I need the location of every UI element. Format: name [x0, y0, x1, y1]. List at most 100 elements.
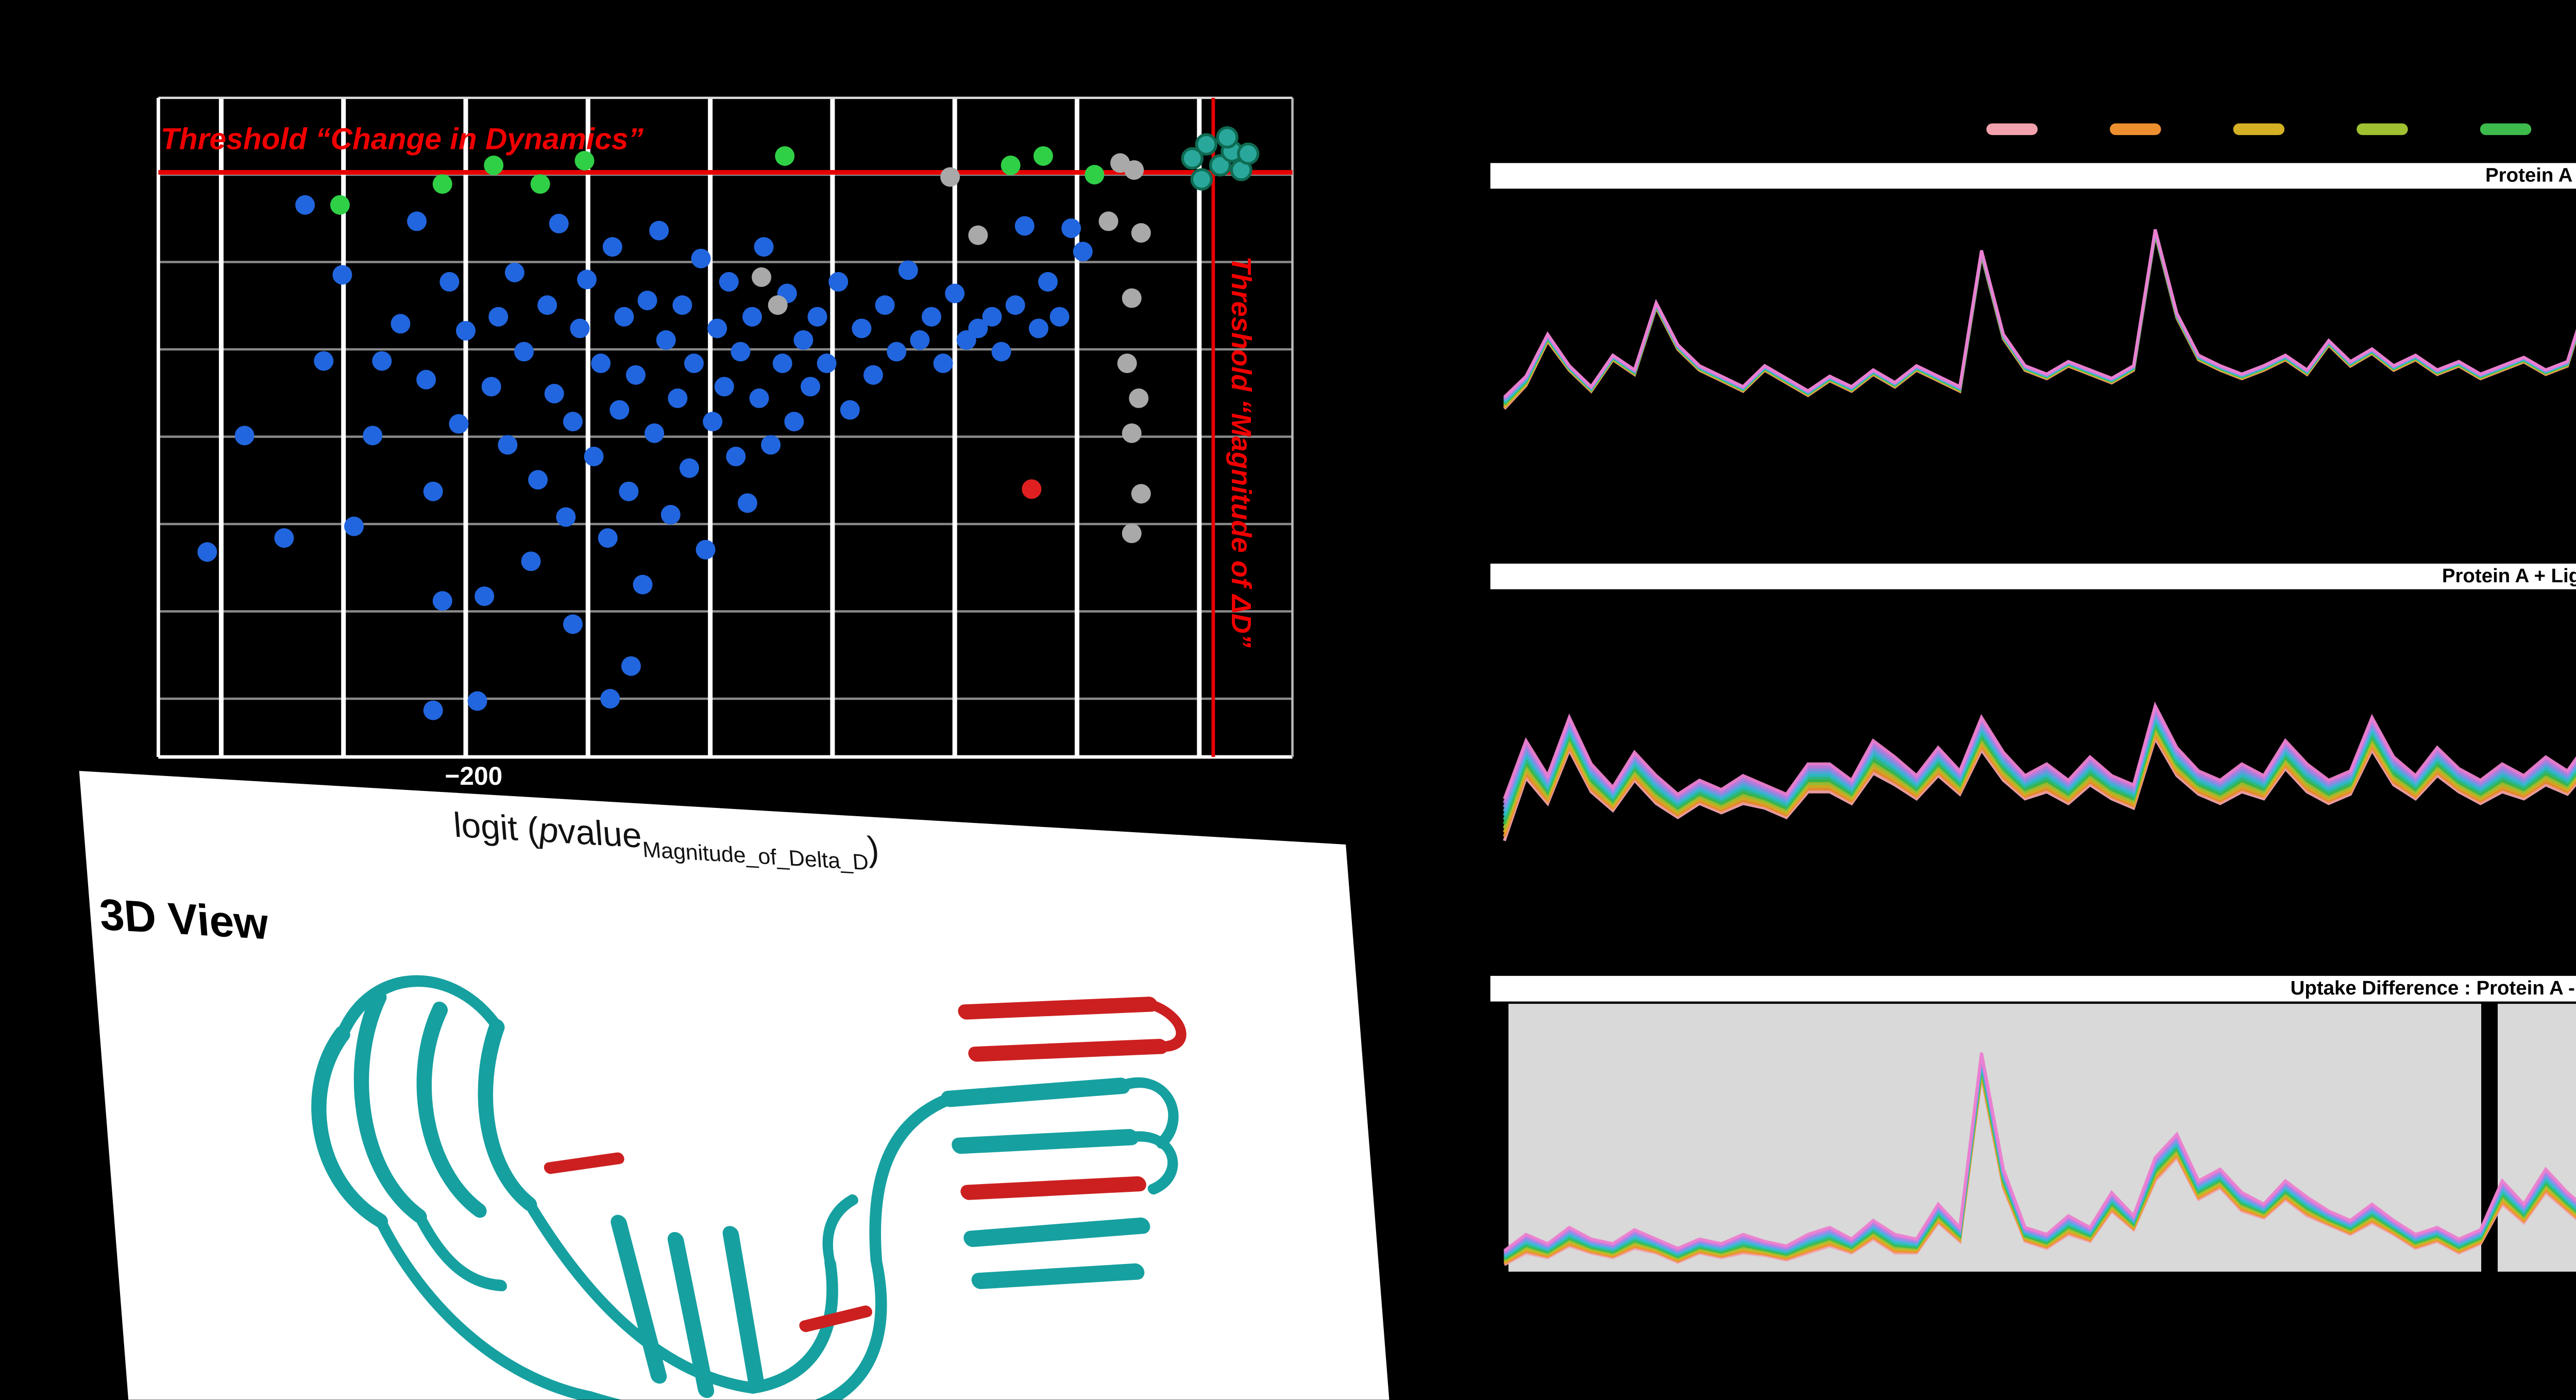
uptake-trace-9[interactable] [1503, 623, 2576, 804]
scatter-point-blue[interactable] [584, 446, 604, 466]
scatter-point-blue[interactable] [875, 295, 895, 315]
scatter-point-blue[interactable] [504, 262, 524, 282]
scatter-point-blue[interactable] [432, 591, 452, 611]
scatter-point-blue[interactable] [609, 400, 630, 420]
scatter-point-red[interactable] [1022, 479, 1042, 499]
scatter-point-blue[interactable] [625, 365, 646, 385]
uptake-trace-0[interactable] [1503, 233, 2576, 440]
scatter-point-blue[interactable] [614, 307, 634, 327]
scatter-point-blue[interactable] [600, 689, 620, 709]
scatter-point-blue[interactable] [793, 330, 814, 350]
scatter-point-green[interactable] [1033, 146, 1053, 166]
scatter-point-blue[interactable] [1038, 272, 1058, 292]
scatter-point-blue[interactable] [672, 295, 692, 315]
uptake-trace-10[interactable] [1503, 617, 2576, 800]
scatter-point-blue[interactable] [800, 377, 820, 397]
scatter-point-blue[interactable] [910, 330, 930, 350]
scatter-point-blue[interactable] [467, 691, 487, 711]
legend-swatch-0[interactable] [1986, 123, 2038, 134]
uptake-chart-protein-a[interactable] [1490, 191, 2576, 447]
scatter-point-blue[interactable] [295, 195, 315, 215]
scatter-point-blue[interactable] [645, 423, 665, 443]
scatter-point-gray[interactable] [1124, 160, 1144, 180]
scatter-point-blue[interactable] [488, 307, 509, 327]
scatter-point-blue[interactable] [197, 542, 217, 562]
scatter-point-green[interactable] [775, 146, 795, 166]
scatter-point-blue[interactable] [481, 377, 501, 397]
scatter-point-gray[interactable] [752, 267, 772, 287]
scatter-point-blue[interactable] [1073, 242, 1093, 262]
scatter-point-blue[interactable] [1005, 295, 1025, 315]
scatter-point-blue[interactable] [1061, 218, 1081, 238]
scatter-point-blue[interactable] [772, 353, 792, 374]
scatter-point-blue[interactable] [982, 307, 1002, 327]
scatter-point-blue[interactable] [719, 272, 739, 292]
scatter-point-blue[interactable] [344, 516, 364, 536]
scatter-point-gray[interactable] [1098, 211, 1118, 231]
scatter-point-blue[interactable] [656, 330, 676, 350]
scatter-point-blue[interactable] [1049, 307, 1070, 327]
uptake-trace-10[interactable] [1503, 1052, 2576, 1252]
scatter-point-blue[interactable] [754, 237, 774, 257]
scatter-point-teal[interactable] [1216, 126, 1239, 149]
scatter-point-blue[interactable] [703, 412, 723, 432]
scatter-point-blue[interactable] [649, 221, 669, 241]
volcano-plot[interactable] [0, 0, 1397, 803]
scatter-point-blue[interactable] [407, 211, 427, 231]
scatter-point-blue[interactable] [591, 353, 611, 374]
scatter-point-blue[interactable] [737, 493, 757, 513]
scatter-point-blue[interactable] [556, 507, 576, 527]
scatter-point-blue[interactable] [621, 656, 641, 676]
scatter-point-blue[interactable] [696, 539, 716, 560]
scatter-point-blue[interactable] [684, 353, 704, 374]
legend-swatch-1[interactable] [2110, 123, 2161, 134]
scatter-point-blue[interactable] [945, 283, 965, 303]
scatter-point-blue[interactable] [598, 528, 618, 548]
uptake-trace-6[interactable] [1503, 642, 2576, 816]
scatter-point-blue[interactable] [234, 426, 255, 446]
scatter-point-blue[interactable] [563, 614, 583, 634]
scatter-point-green[interactable] [484, 155, 504, 175]
uptake-trace-2[interactable] [1503, 666, 2576, 833]
scatter-point-blue[interactable] [742, 307, 762, 327]
uptake-trace-10[interactable] [1503, 223, 2576, 398]
scatter-point-teal[interactable] [1209, 154, 1232, 177]
scatter-point-blue[interactable] [660, 504, 681, 525]
scatter-point-blue[interactable] [633, 575, 653, 595]
scatter-point-blue[interactable] [274, 528, 294, 548]
scatter-point-blue[interactable] [1014, 216, 1035, 236]
scatter-point-gray[interactable] [1131, 223, 1151, 243]
scatter-point-teal[interactable] [1237, 142, 1260, 165]
uptake-trace-7[interactable] [1503, 635, 2576, 812]
scatter-point-blue[interactable] [416, 369, 436, 390]
scatter-point-gray[interactable] [1117, 353, 1137, 374]
scatter-point-blue[interactable] [840, 400, 860, 420]
scatter-point-blue[interactable] [423, 481, 443, 501]
scatter-point-blue[interactable] [668, 388, 688, 408]
scatter-point-gray[interactable] [1122, 423, 1142, 443]
scatter-point-blue[interactable] [922, 307, 941, 327]
scatter-point-blue[interactable] [332, 265, 352, 285]
legend-swatch-4[interactable] [2480, 123, 2532, 134]
uptake-trace-1[interactable] [1503, 233, 2576, 432]
scatter-point-green[interactable] [574, 150, 595, 171]
scatter-point-blue[interactable] [852, 318, 872, 339]
scatter-point-blue[interactable] [968, 318, 988, 339]
scatter-point-blue[interactable] [528, 470, 548, 490]
scatter-point-blue[interactable] [691, 248, 711, 268]
scatter-point-green[interactable] [1084, 165, 1105, 184]
uptake-trace-3[interactable] [1503, 660, 2576, 829]
scatter-point-gray[interactable] [968, 225, 988, 245]
scatter-point-blue[interactable] [514, 342, 534, 362]
scatter-point-gray[interactable] [940, 167, 960, 187]
scatter-point-green[interactable] [1001, 155, 1021, 175]
scatter-point-blue[interactable] [731, 342, 751, 362]
scatter-point-blue[interactable] [372, 351, 392, 371]
scatter-point-blue[interactable] [863, 365, 883, 385]
scatter-point-blue[interactable] [456, 321, 476, 341]
scatter-point-blue[interactable] [439, 272, 460, 292]
3d-view-panel[interactable]: logit (pvalueMagnitude_of_Delta_D) 3D Vi… [79, 771, 1402, 1400]
scatter-point-blue[interactable] [474, 586, 495, 606]
scatter-point-gray[interactable] [1131, 484, 1151, 504]
uptake-trace-5[interactable] [1503, 648, 2576, 821]
